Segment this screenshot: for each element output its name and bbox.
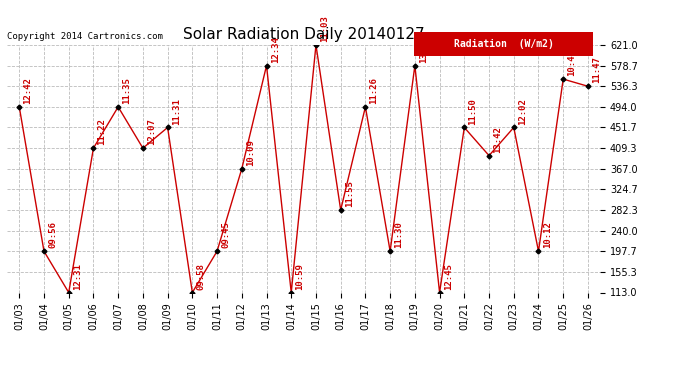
Text: 11:35: 11:35 [122, 77, 131, 104]
Text: Copyright 2014 Cartronics.com: Copyright 2014 Cartronics.com [7, 32, 163, 41]
Text: 13:25: 13:25 [419, 36, 428, 63]
Text: 10:59: 10:59 [295, 263, 304, 290]
Text: 12:31: 12:31 [73, 263, 82, 290]
Text: 13:42: 13:42 [493, 126, 502, 153]
Text: 11:03: 11:03 [320, 15, 329, 42]
Text: 09:56: 09:56 [48, 222, 57, 249]
Text: 10:12: 10:12 [542, 222, 551, 249]
Text: 12:34: 12:34 [270, 36, 279, 63]
Text: 10:09: 10:09 [246, 139, 255, 166]
Text: 11:55: 11:55 [345, 180, 354, 207]
Text: 11:50: 11:50 [469, 98, 477, 125]
Text: 09:45: 09:45 [221, 222, 230, 249]
Text: 10:45: 10:45 [567, 50, 576, 76]
Text: 11:30: 11:30 [394, 222, 403, 249]
Text: 11:22: 11:22 [97, 118, 106, 146]
Title: Solar Radiation Daily 20140127: Solar Radiation Daily 20140127 [183, 27, 424, 42]
Text: 11:31: 11:31 [172, 98, 181, 125]
Text: 12:45: 12:45 [444, 263, 453, 290]
Text: 12:02: 12:02 [518, 98, 527, 125]
Text: 12:42: 12:42 [23, 77, 32, 104]
Text: 11:47: 11:47 [592, 57, 601, 84]
Text: Radiation  (W/m2): Radiation (W/m2) [454, 39, 553, 49]
Text: 09:58: 09:58 [197, 263, 206, 290]
Text: 12:07: 12:07 [147, 118, 156, 146]
Text: 11:26: 11:26 [370, 77, 379, 104]
